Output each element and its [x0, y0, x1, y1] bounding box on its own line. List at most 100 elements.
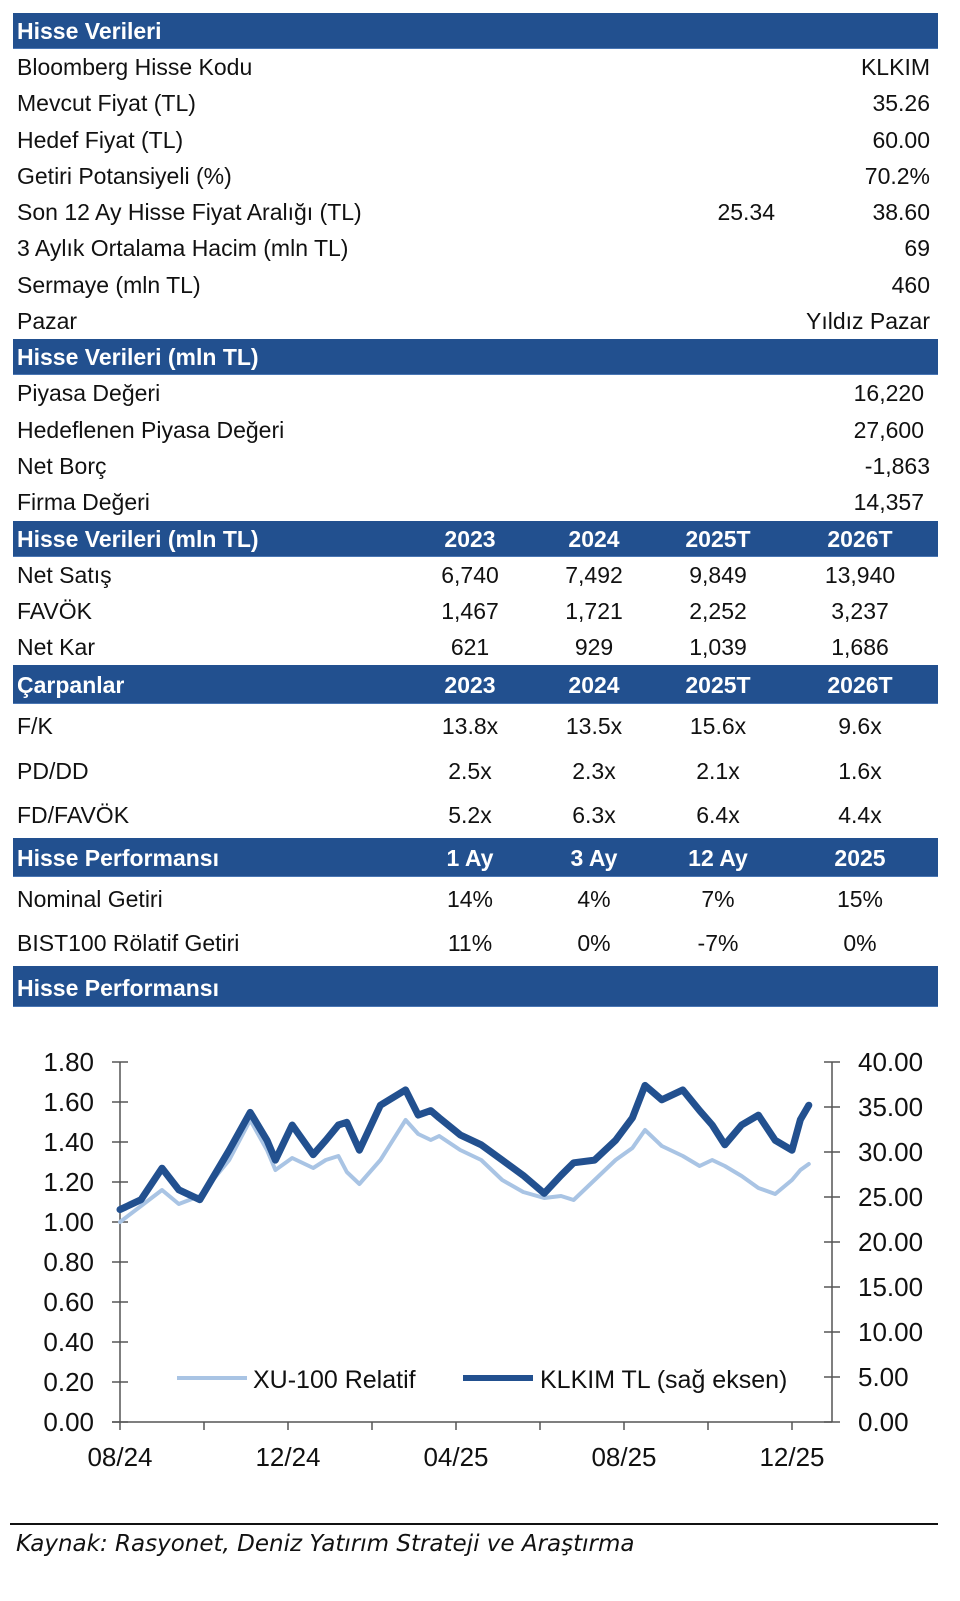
row-label: Pazar	[17, 308, 78, 335]
table-row: FD/FAVÖK 5.2x 6.3x 6.4x 4.4x	[13, 793, 938, 838]
x-axis-tick-label: 12/24	[255, 1442, 320, 1472]
column-header: 2025T	[685, 525, 751, 552]
section-title: Çarpanlar	[17, 672, 125, 699]
right-axis-tick-label: 25.00	[858, 1182, 923, 1212]
cell: 9.6x	[838, 713, 882, 740]
cell: 5.2x	[448, 802, 492, 829]
right-axis-tick-label: 40.00	[858, 1047, 923, 1077]
section-header-stock-data: Hisse Verileri	[13, 13, 938, 49]
cell: 0%	[843, 930, 877, 957]
row-label: PD/DD	[17, 757, 89, 784]
row-label: Sermaye (mln TL)	[17, 271, 201, 298]
row-value: 35.26	[872, 90, 930, 117]
right-axis-tick-label: 15.00	[858, 1272, 923, 1302]
cell: 2.5x	[448, 757, 492, 784]
right-axis-tick-label: 5.00	[858, 1362, 909, 1392]
chart-svg: 0.00 0.20 0.40 0.60 0.80 1.00 1.20 1.40 1.60 1.80…	[43, 1047, 923, 1472]
cell: 1,039	[689, 634, 747, 661]
table-row: BIST100 Rölatif Getiri 11% 0% -7% 0%	[13, 921, 938, 966]
row-value: 16,220	[853, 380, 924, 407]
left-axis-tick-label: 0.80	[43, 1247, 94, 1277]
row-label: Hedeflenen Piyasa Değeri	[17, 416, 285, 443]
table-row: PD/DD 2.5x 2.3x 2.1x 1.6x	[13, 749, 938, 794]
cell: 6,740	[441, 561, 499, 588]
column-header: 2026T	[827, 672, 893, 699]
cell: 15.6x	[689, 713, 747, 740]
row-label: Bloomberg Hisse Kodu	[17, 54, 253, 80]
cell: 929	[574, 634, 614, 661]
row-label: Hedef Fiyat (TL)	[17, 126, 184, 153]
column-header: 2026T	[827, 525, 893, 552]
table-row: Mevcut Fiyat (TL) 35.26	[13, 85, 938, 121]
x-axis-tick-label: 08/24	[87, 1442, 152, 1472]
cell: 6.4x	[696, 802, 740, 829]
cell: 15%	[836, 885, 884, 912]
series-line-xu100-relatif	[118, 1118, 811, 1224]
left-axis-tick-label: 0.00	[43, 1407, 94, 1437]
row-value: -1,863	[864, 452, 930, 479]
row-label: Mevcut Fiyat (TL)	[17, 90, 196, 117]
table-row: Nominal Getiri 14% 4% 7% 15%	[13, 877, 938, 922]
cell: 1,467	[441, 597, 499, 624]
left-axis-tick-label: 1.20	[43, 1167, 94, 1197]
row-label: Nominal Getiri	[17, 885, 163, 912]
column-header: 2025T	[685, 672, 751, 699]
table-row: Getiri Potansiyeli (%) 70.2%	[13, 158, 938, 194]
cell: -7%	[697, 930, 739, 957]
legend-label-xu100: XU-100 Relatif	[253, 1366, 416, 1394]
table-row: FAVÖK 1,467 1,721 2,252 3,237	[13, 593, 938, 629]
series-line-klkim-tl	[116, 1081, 813, 1214]
table-row: Bloomberg Hisse Kodu KLKIM	[13, 49, 938, 85]
cell: 4.4x	[838, 802, 882, 829]
right-axis-tick-label: 20.00	[858, 1227, 923, 1257]
right-axis-tick-label: 35.00	[858, 1092, 923, 1122]
x-axis-tick-label: 12/25	[759, 1442, 824, 1472]
table-row: Sermaye (mln TL) 460	[13, 267, 938, 303]
section-title: Hisse Performansı	[17, 974, 219, 1001]
cell: 0%	[577, 930, 611, 957]
cell: 2.3x	[572, 757, 616, 784]
left-axis-tick-label: 1.60	[43, 1087, 94, 1117]
row-label: Net Borç	[17, 452, 107, 479]
cell: 7,492	[565, 561, 623, 588]
left-axis-tick-label: 1.40	[43, 1127, 94, 1157]
left-axis-tick-label: 1.00	[43, 1207, 94, 1237]
section-header-chart: Hisse Performansı	[13, 965, 938, 1007]
row-value: KLKIM	[860, 54, 930, 80]
left-axis-tick-label: 0.60	[43, 1287, 94, 1317]
column-header: 2024	[568, 525, 620, 552]
cell: 6.3x	[572, 802, 616, 829]
table-row: 3 Aylık Ortalama Hacim (mln TL) 69	[13, 230, 938, 266]
section-title: Hisse Verileri (mln TL)	[17, 525, 259, 552]
table-row: Net Kar 621 929 1,039 1,686	[13, 629, 938, 665]
section-header-performance: Hisse Performansı 1 Ay 3 Ay 12 Ay 2025	[13, 837, 938, 877]
row-label: Piyasa Değeri	[17, 380, 161, 407]
cell: 2,252	[689, 597, 747, 624]
table-row: Pazar Yıldız Pazar	[13, 303, 938, 339]
cell: 13.5x	[565, 713, 623, 740]
row-value: 38.60	[872, 199, 930, 226]
row-value: 70.2%	[864, 162, 930, 189]
cell: 7%	[701, 885, 735, 912]
row-label: Net Satış	[17, 561, 112, 588]
column-header: 12 Ay	[688, 844, 748, 871]
row-label: Net Kar	[17, 634, 95, 661]
cell: 1.6x	[838, 757, 882, 784]
row-value: 27,600	[853, 416, 924, 443]
table-row: F/K 13.8x 13.5x 15.6x 9.6x	[13, 704, 938, 749]
table-row: Net Borç -1,863	[13, 448, 938, 484]
row-value: 14,357	[853, 489, 924, 516]
source-note: Kaynak: Rasyonet, Deniz Yatırım Strateji…	[16, 1531, 635, 1557]
section-title: Hisse Verileri	[17, 18, 162, 44]
row-value: 60.00	[872, 126, 930, 153]
legend-label-klkim: KLKIM TL (sağ eksen)	[540, 1366, 787, 1394]
row-label: FAVÖK	[17, 597, 92, 624]
row-value: 460	[891, 271, 930, 298]
x-axis-tick-label: 08/25	[591, 1442, 656, 1472]
column-header: 1 Ay	[446, 844, 494, 871]
section-header-multiples: Çarpanlar 2023 2024 2025T 2026T	[13, 665, 938, 705]
column-header: 2023	[444, 525, 496, 552]
cell: 3,237	[831, 597, 889, 624]
table-row: Piyasa Değeri 16,220	[13, 375, 938, 411]
column-header: 2025	[834, 844, 886, 871]
